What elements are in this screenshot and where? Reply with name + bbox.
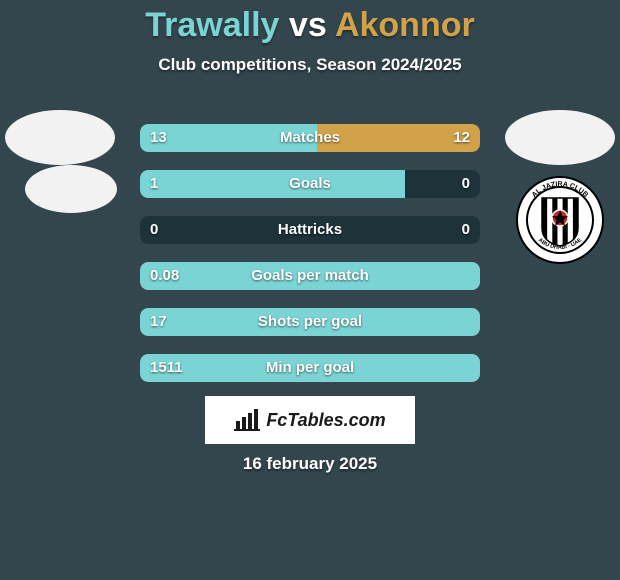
avatar-placeholder-left-2 xyxy=(25,165,117,213)
comparison-title: Trawally vs Akonnor xyxy=(0,0,620,45)
stat-row: 0.08Goals per match xyxy=(140,262,480,290)
club-badge-icon: AL JAZIRA CLUB ABU DHABI - UAE xyxy=(516,176,604,264)
stat-row: 10Goals xyxy=(140,170,480,198)
vs-text: vs xyxy=(289,6,327,44)
date: 16 february 2025 xyxy=(0,454,620,474)
stat-row: 17Shots per goal xyxy=(140,308,480,336)
container: Trawally vs Akonnor Club competitions, S… xyxy=(0,0,620,580)
stat-label: Goals per match xyxy=(140,262,480,290)
stats-section: 1312Matches 10Goals 00Hattricks 0.08Goals p… xyxy=(140,124,480,400)
fctables-logo: FcTables.com xyxy=(205,396,415,444)
avatar-placeholder-left-1 xyxy=(5,110,115,165)
stat-label: Hattricks xyxy=(140,216,480,244)
stat-label: Matches xyxy=(140,124,480,152)
stat-label: Shots per goal xyxy=(140,308,480,336)
bar-chart-icon xyxy=(234,409,260,431)
stat-row: 00Hattricks xyxy=(140,216,480,244)
stat-row: 1511Min per goal xyxy=(140,354,480,382)
player2-name: Akonnor xyxy=(335,6,475,44)
avatar-placeholder-right xyxy=(505,110,615,165)
logo-text: FcTables.com xyxy=(266,410,385,431)
subtitle: Club competitions, Season 2024/2025 xyxy=(0,55,620,75)
player1-name: Trawally xyxy=(145,6,279,44)
stat-label: Goals xyxy=(140,170,480,198)
stat-row: 1312Matches xyxy=(140,124,480,152)
stat-label: Min per goal xyxy=(140,354,480,382)
